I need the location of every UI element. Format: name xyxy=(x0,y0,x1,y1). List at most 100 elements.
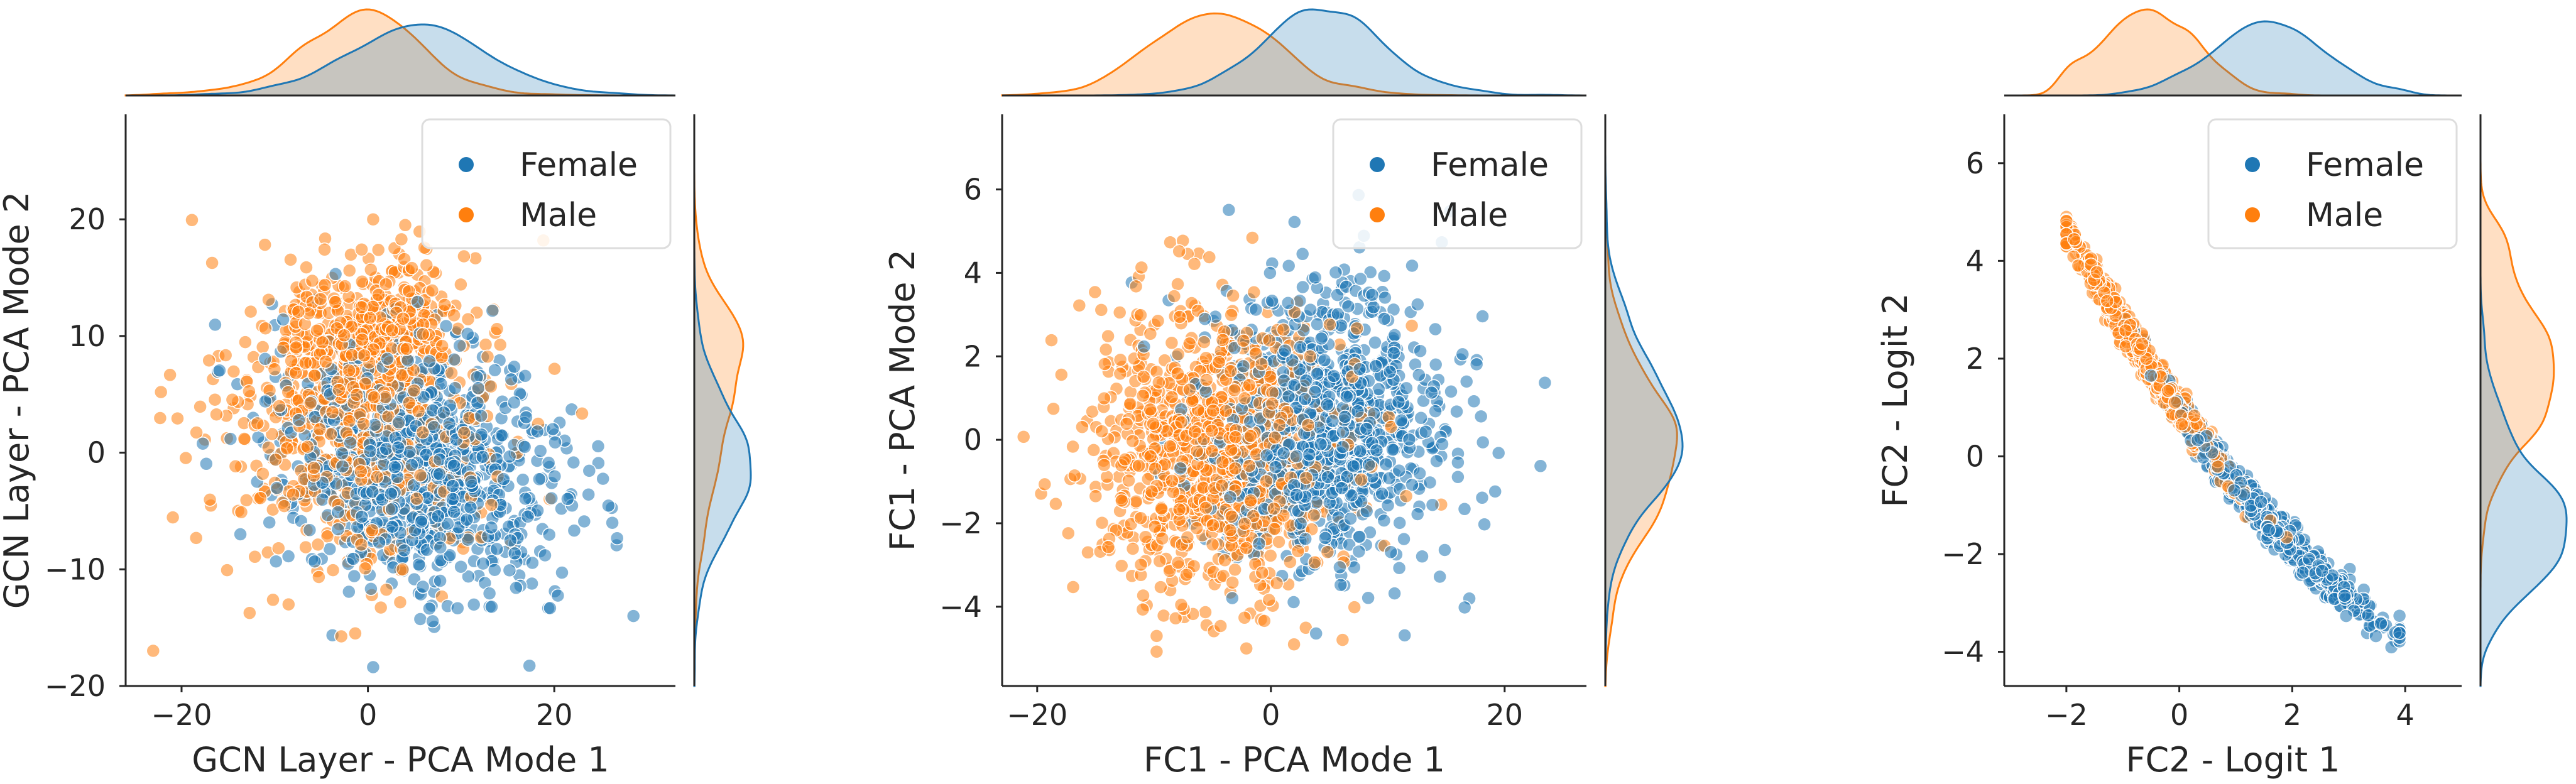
point-male xyxy=(367,390,381,405)
point-female xyxy=(1341,299,1356,313)
point-female xyxy=(1428,322,1443,337)
point-female xyxy=(1343,511,1358,526)
point-female xyxy=(346,552,361,566)
point-female xyxy=(1377,513,1392,528)
point-male xyxy=(1061,526,1076,541)
point-male xyxy=(344,347,359,362)
point-female xyxy=(547,469,562,484)
point-male xyxy=(1171,277,1185,291)
point-male xyxy=(1138,530,1153,544)
point-female xyxy=(1328,265,1343,280)
scatter-points xyxy=(2059,210,2407,655)
point-female xyxy=(484,520,499,535)
point-female xyxy=(605,515,619,530)
point-female xyxy=(1410,507,1425,521)
point-male xyxy=(1167,289,1182,303)
point-male xyxy=(258,237,272,252)
point-male xyxy=(253,491,268,506)
x-axis-title: GCN Layer - PCA Mode 1 xyxy=(192,740,609,780)
point-male xyxy=(411,404,426,419)
point-female xyxy=(425,614,440,629)
point-male xyxy=(1239,541,1253,555)
point-male xyxy=(170,411,185,426)
y-tick-label: −2 xyxy=(939,506,982,540)
point-male xyxy=(238,335,253,349)
point-male xyxy=(394,232,409,247)
point-female xyxy=(485,303,500,318)
point-female xyxy=(1137,339,1152,354)
point-female xyxy=(1313,437,1328,452)
point-female xyxy=(1340,389,1354,404)
point-male xyxy=(1133,557,1149,572)
point-female xyxy=(518,369,533,383)
point-female xyxy=(433,540,448,555)
point-female xyxy=(208,317,222,332)
point-female xyxy=(1387,346,1401,361)
point-female xyxy=(1405,258,1419,273)
point-female xyxy=(538,548,552,563)
point-female xyxy=(476,556,491,571)
point-male xyxy=(484,379,498,394)
point-female xyxy=(1385,442,1400,457)
point-male xyxy=(1172,244,1186,259)
point-female xyxy=(1378,290,1392,305)
point-male xyxy=(1072,298,1087,313)
point-male xyxy=(1404,318,1419,333)
point-male xyxy=(202,353,216,368)
point-female xyxy=(1353,444,1368,459)
point-female xyxy=(1297,392,1313,406)
point-female xyxy=(315,493,330,507)
point-male xyxy=(1044,333,1059,347)
point-male xyxy=(1272,418,1287,433)
point-male xyxy=(369,469,385,484)
point-male xyxy=(328,295,342,310)
point-female xyxy=(1380,498,1395,513)
point-male xyxy=(1152,554,1167,569)
point-male xyxy=(444,366,459,381)
point-male xyxy=(242,384,256,399)
point-male xyxy=(165,510,180,525)
point-male xyxy=(1237,611,1252,625)
point-female xyxy=(1397,531,1411,547)
point-male xyxy=(364,263,378,277)
point-female xyxy=(1263,266,1277,280)
point-male xyxy=(1272,535,1286,549)
point-female xyxy=(1321,470,1335,484)
point-female xyxy=(518,491,533,506)
point-female xyxy=(550,588,565,603)
point-male xyxy=(209,407,224,422)
point-male xyxy=(334,629,349,644)
point-female xyxy=(1336,425,1350,439)
point-male xyxy=(354,300,369,315)
x-tick-label: 20 xyxy=(1487,698,1524,732)
point-female xyxy=(292,413,306,428)
point-male xyxy=(395,562,410,577)
x-tick-label: 0 xyxy=(359,698,377,732)
point-male xyxy=(178,450,193,466)
point-male xyxy=(1136,588,1150,603)
point-male xyxy=(288,366,303,380)
point-female xyxy=(1491,445,1506,460)
point-female xyxy=(385,520,400,534)
point-male xyxy=(1237,516,1252,531)
point-male xyxy=(405,261,419,275)
point-male xyxy=(298,356,313,370)
point-female xyxy=(1303,302,1318,317)
point-female xyxy=(609,531,625,545)
point-female xyxy=(1475,435,1490,450)
point-male xyxy=(468,251,483,266)
point-male xyxy=(312,570,326,584)
point-female xyxy=(1451,455,1465,470)
point-male xyxy=(332,383,346,397)
point-male xyxy=(1350,321,1364,336)
point-male xyxy=(307,368,322,383)
point-female xyxy=(1533,459,1548,474)
marginal-y-density xyxy=(2479,114,2568,687)
point-female xyxy=(422,601,437,616)
point-female xyxy=(1289,487,1304,503)
point-female xyxy=(414,514,428,529)
point-female xyxy=(1268,460,1283,474)
point-male xyxy=(1198,605,1213,619)
point-male xyxy=(1242,378,1257,393)
legend-marker-female xyxy=(459,157,474,172)
